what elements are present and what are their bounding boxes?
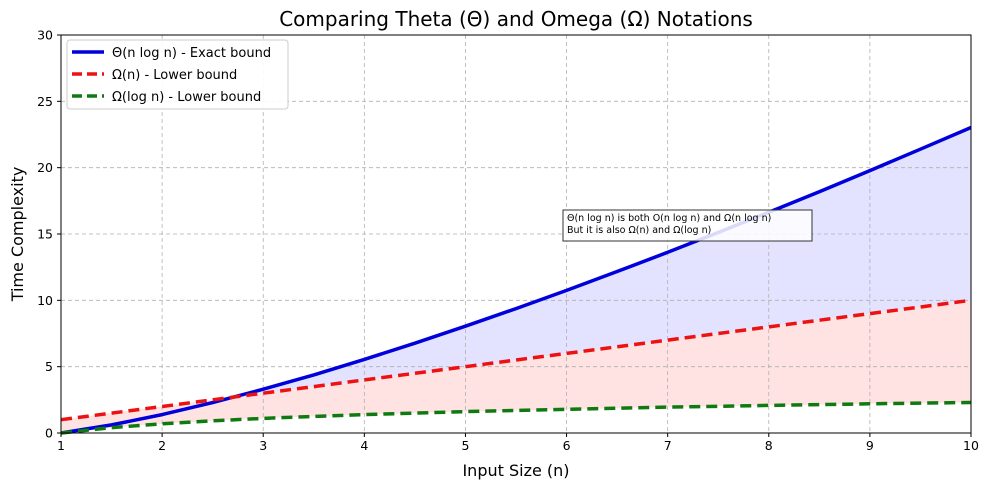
x-tick-label-4: 5	[461, 438, 469, 453]
x-tick-label-8: 9	[866, 438, 874, 453]
y-tick-label-0: 0	[45, 426, 53, 441]
x-tick-label-9: 10	[963, 438, 979, 453]
annotation-line-1: Θ(n log n) is both O(n log n) and Ω(n lo…	[567, 213, 771, 224]
y-tick-label-4: 20	[37, 160, 53, 175]
fill-area-0	[61, 127, 971, 433]
annotation-frame	[562, 209, 813, 242]
annotation-box: Θ(n log n) is both O(n log n) and Ω(n lo…	[562, 209, 813, 242]
series-lines	[60, 125, 972, 435]
y-tick-label-3: 15	[37, 227, 53, 242]
chart-title: Comparing Theta (Θ) and Omega (Ω) Notati…	[279, 7, 753, 31]
x-tick-label-3: 4	[360, 438, 368, 453]
annotation-line-2: But it is also Ω(n) and Ω(log n)	[567, 225, 711, 236]
y-axis-ticks: 0 5 10 15 20 25 30	[37, 28, 61, 441]
x-axis-ticks: 1 2 3 4 5 6 7 8 9 10	[57, 433, 979, 453]
series-line-0	[60, 125, 972, 435]
x-axis-label: Input Size (n)	[462, 461, 569, 480]
legend-label-omega-n: Ω(n) - Lower bound	[112, 68, 237, 83]
legend-label-theta-nlogn: Θ(n log n) - Exact bound	[112, 46, 271, 61]
legend: Θ(n log n) - Exact bound Ω(n) - Lower bo…	[66, 39, 289, 110]
legend-label-omega-logn: Ω(log n) - Lower bound	[112, 90, 261, 105]
y-tick-label-6: 30	[37, 28, 53, 43]
y-tick-label-1: 5	[45, 359, 53, 374]
x-tick-label-2: 3	[259, 438, 267, 453]
y-tick-label-5: 25	[37, 94, 53, 109]
x-tick-label-7: 8	[765, 438, 773, 453]
x-tick-label-6: 7	[664, 438, 672, 453]
x-tick-label-1: 2	[158, 438, 166, 453]
x-tick-label-0: 1	[57, 438, 65, 453]
legend-frame	[66, 39, 289, 110]
x-tick-label-5: 6	[563, 438, 571, 453]
y-axis-label: Time Complexity	[8, 167, 27, 303]
y-tick-label-2: 10	[37, 293, 53, 308]
